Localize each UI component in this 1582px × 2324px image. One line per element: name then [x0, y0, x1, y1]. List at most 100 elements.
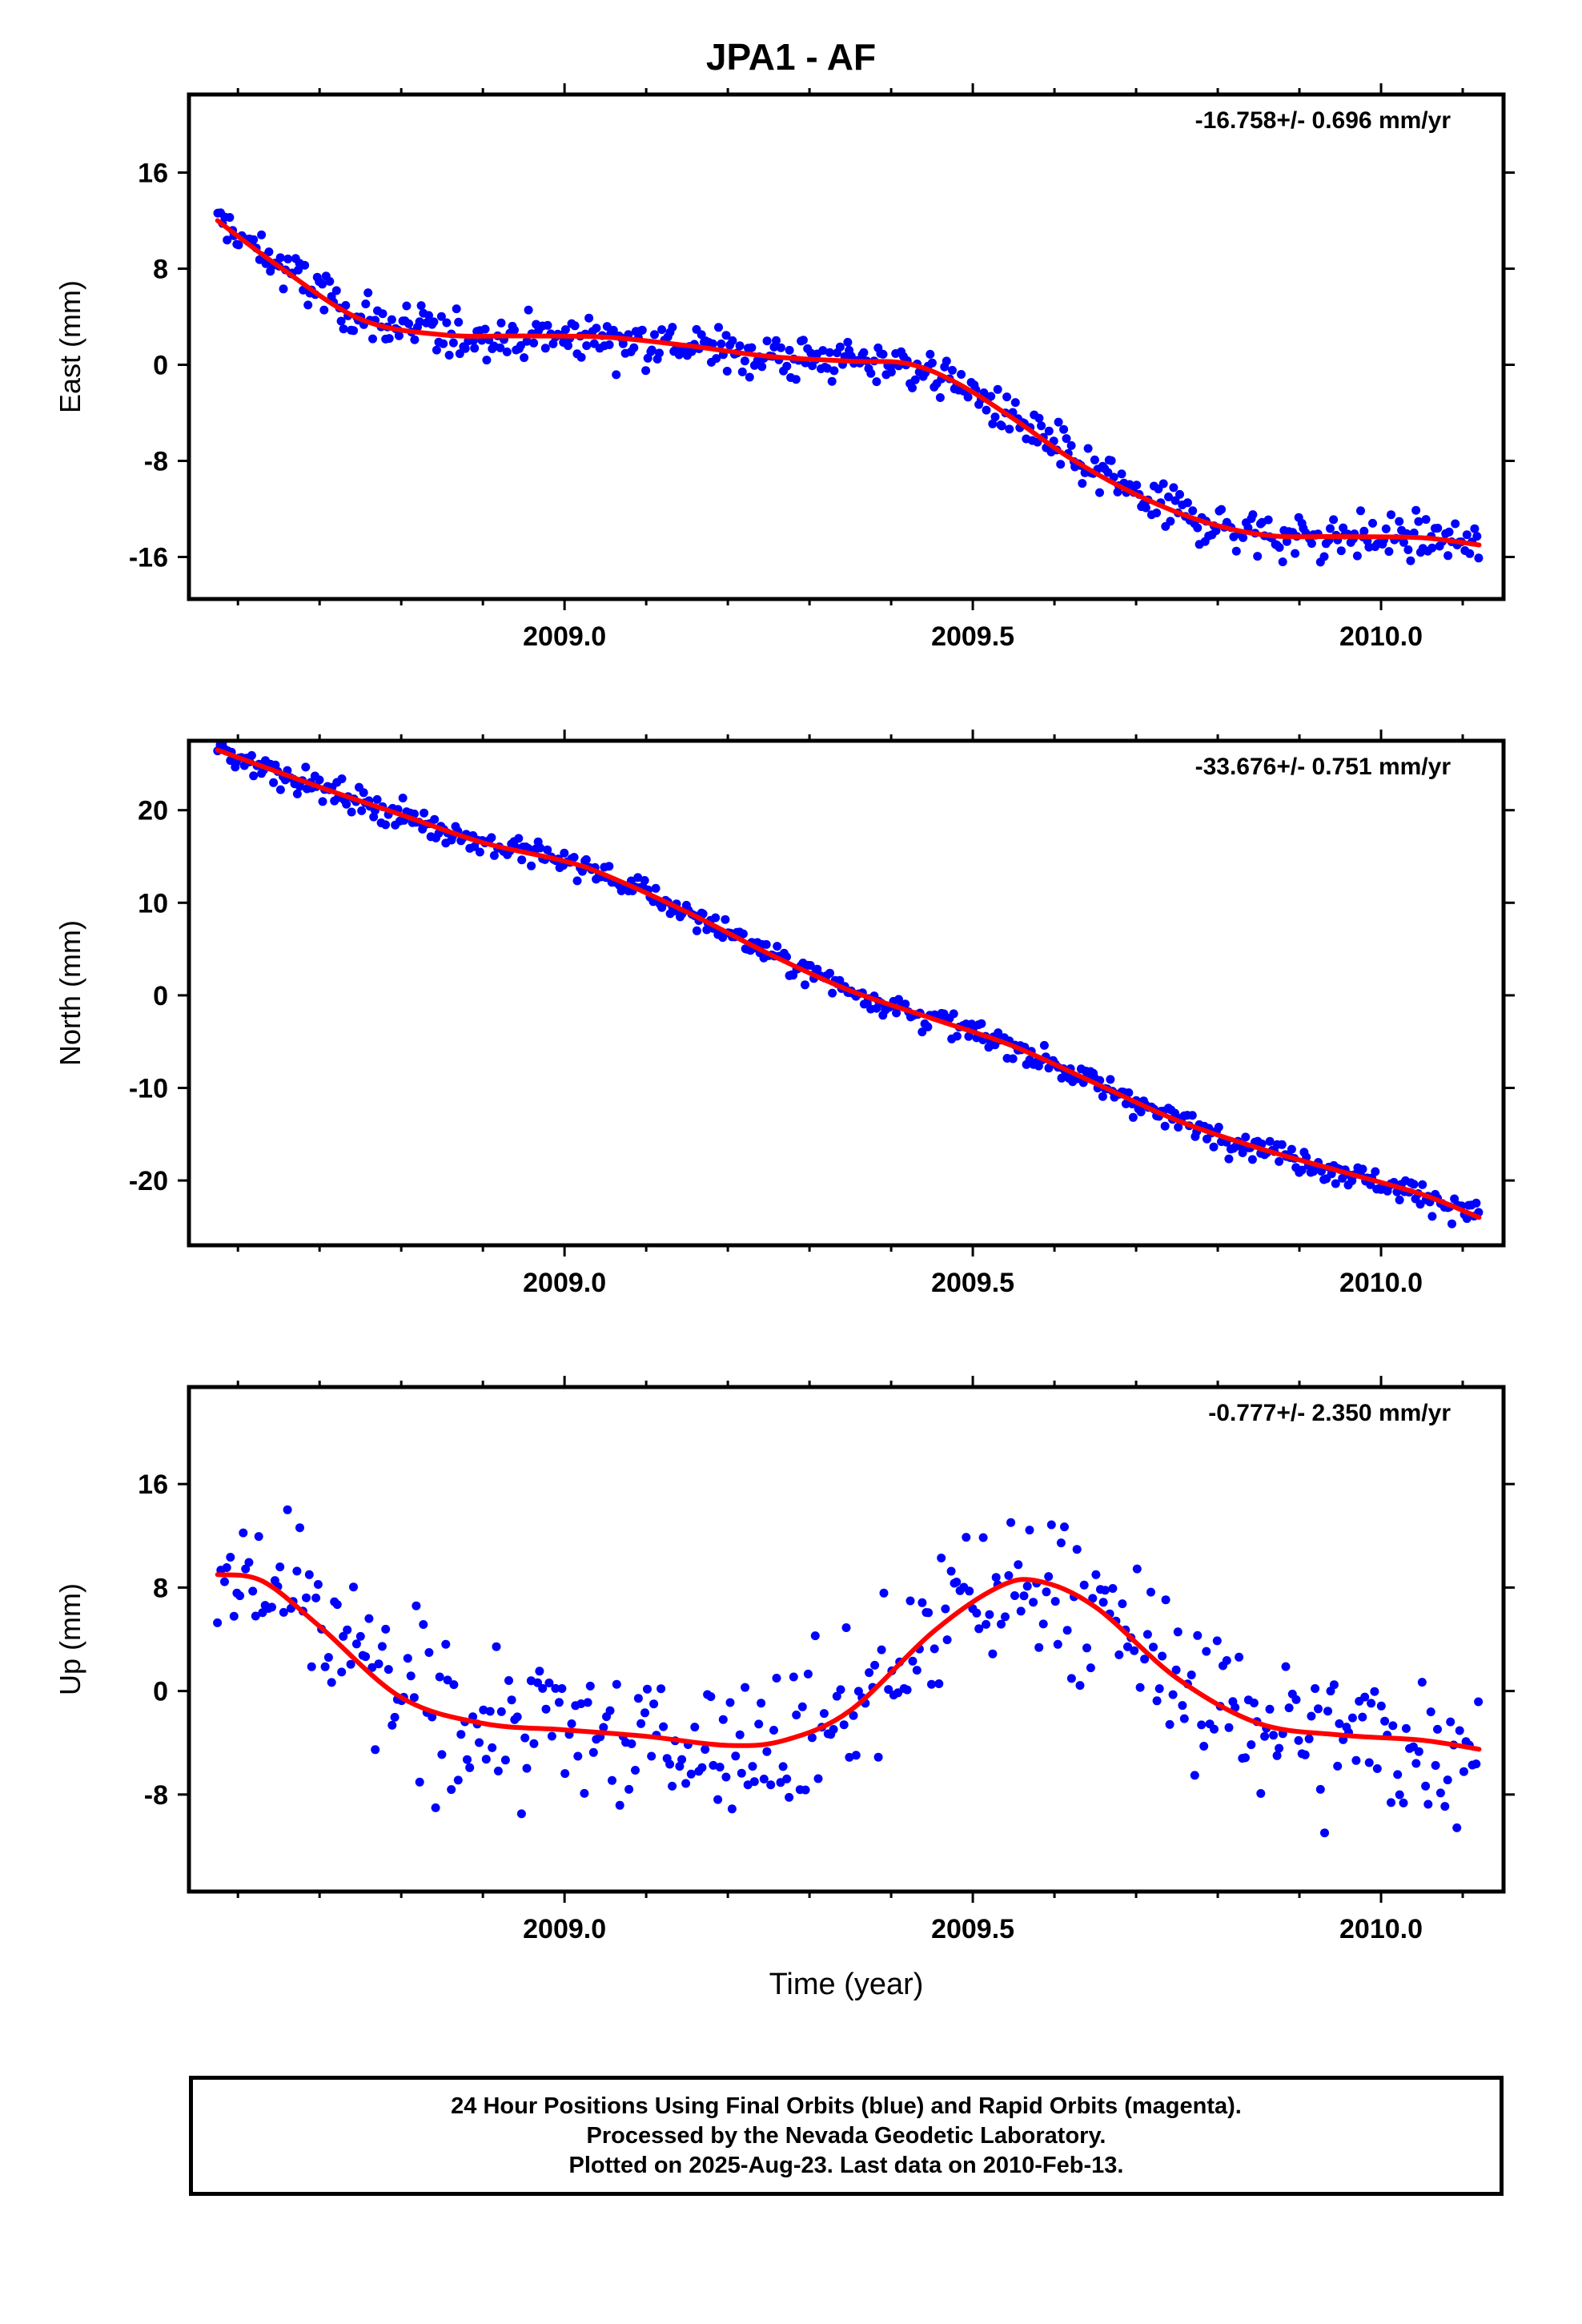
- data-point: [905, 1596, 915, 1606]
- data-point: [1114, 1650, 1124, 1659]
- data-point: [1005, 424, 1014, 434]
- data-point: [718, 1715, 728, 1724]
- data-point: [910, 375, 920, 384]
- data-point: [432, 345, 441, 355]
- x-tick-label: 2009.5: [931, 1268, 1014, 1298]
- data-point: [1446, 1717, 1456, 1727]
- data-point: [381, 820, 391, 830]
- y-axis-label: North (mm): [54, 920, 86, 1066]
- data-point: [592, 324, 601, 333]
- data-point: [1053, 1639, 1062, 1649]
- data-point: [522, 1763, 532, 1773]
- data-point: [878, 349, 888, 359]
- data-point: [1371, 1167, 1380, 1176]
- data-point: [364, 1614, 374, 1623]
- data-point: [580, 1788, 589, 1798]
- data-point: [1427, 1212, 1437, 1221]
- data-point: [1282, 537, 1291, 546]
- data-point: [668, 323, 677, 332]
- data-point: [1186, 1671, 1196, 1679]
- data-point: [437, 1750, 447, 1759]
- data-point: [1211, 526, 1221, 536]
- data-point: [1323, 1707, 1332, 1716]
- data-point: [254, 1532, 263, 1542]
- data-point: [1095, 488, 1104, 497]
- data-point: [249, 235, 259, 244]
- data-point: [1082, 1643, 1091, 1653]
- data-point: [1175, 489, 1184, 499]
- data-point: [702, 925, 712, 935]
- data-point: [1275, 1156, 1284, 1166]
- data-point: [351, 1639, 361, 1649]
- data-point: [604, 862, 614, 871]
- data-point: [1217, 505, 1227, 514]
- data-point: [1414, 517, 1423, 526]
- data-point: [949, 1009, 958, 1019]
- data-point: [541, 1704, 551, 1714]
- data-point: [536, 843, 545, 853]
- data-points: [213, 1505, 1484, 1838]
- data-point: [1060, 1522, 1069, 1532]
- data-point: [782, 361, 792, 371]
- data-point: [1431, 1761, 1440, 1770]
- data-point: [1256, 1789, 1266, 1798]
- data-point: [279, 1607, 288, 1617]
- data-point: [275, 1562, 285, 1572]
- data-point: [1395, 517, 1404, 526]
- data-point: [841, 1623, 851, 1632]
- data-point: [941, 1604, 950, 1614]
- plot-frame: [187, 92, 1506, 601]
- data-point: [424, 1648, 434, 1657]
- data-point: [1347, 1713, 1357, 1723]
- data-point: [331, 286, 341, 296]
- data-point: [548, 339, 558, 348]
- data-point: [1291, 1695, 1301, 1704]
- data-point: [1161, 1595, 1170, 1605]
- data-point: [1006, 1518, 1016, 1527]
- data-point: [1130, 1646, 1139, 1655]
- data-point: [1010, 398, 1020, 408]
- data-point: [235, 1591, 245, 1601]
- data-point: [813, 1774, 823, 1783]
- data-point: [963, 392, 973, 402]
- y-tick-label: -16: [129, 543, 168, 573]
- data-point: [942, 1635, 952, 1645]
- data-point: [512, 1712, 522, 1722]
- data-point: [952, 1031, 962, 1041]
- data-point: [1260, 1731, 1270, 1741]
- data-point: [377, 1642, 387, 1651]
- data-point: [447, 1785, 456, 1795]
- data-point: [1338, 1173, 1347, 1183]
- data-point: [307, 1662, 316, 1671]
- data-point: [1421, 515, 1431, 525]
- data-point: [839, 1720, 849, 1730]
- data-point: [538, 1683, 548, 1693]
- data-point: [1300, 1750, 1310, 1759]
- data-point: [226, 1553, 235, 1562]
- data-point: [727, 1804, 737, 1814]
- data-point: [965, 1586, 974, 1596]
- data-point: [1079, 1580, 1089, 1590]
- data-point: [222, 1563, 231, 1572]
- data-point: [300, 260, 310, 270]
- y-axis-label: East (mm): [54, 280, 86, 413]
- data-point: [342, 799, 351, 809]
- data-point: [612, 1679, 621, 1689]
- data-point: [346, 1659, 355, 1669]
- data-point: [1395, 1790, 1404, 1799]
- data-point: [754, 1719, 764, 1729]
- data-point: [1474, 1697, 1484, 1707]
- data-point: [1326, 524, 1335, 533]
- data-point: [1452, 1823, 1462, 1832]
- data-point: [406, 1671, 416, 1681]
- data-point: [879, 1588, 889, 1598]
- data-point: [859, 348, 869, 357]
- data-point: [229, 1611, 239, 1621]
- data-point: [1238, 1148, 1247, 1157]
- data-point: [1462, 1214, 1472, 1224]
- data-point: [778, 1762, 788, 1771]
- data-point: [1146, 1587, 1155, 1597]
- data-point: [1311, 1684, 1320, 1693]
- data-point: [359, 788, 368, 798]
- data-point: [1248, 510, 1258, 520]
